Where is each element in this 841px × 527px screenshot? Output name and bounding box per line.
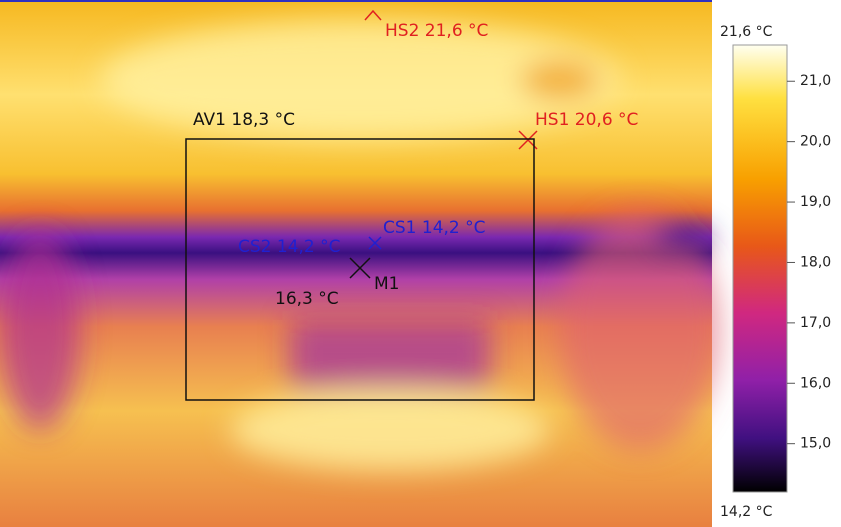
- marker-label: AV1 18,3 °C: [193, 110, 295, 130]
- scale-tick-label: 20,0: [800, 134, 831, 150]
- marker-label: M1: [374, 274, 399, 294]
- scale-tick-label: 18,0: [800, 254, 831, 270]
- scale-tick-label: 19,0: [800, 194, 831, 210]
- marker-label: CS2 14,2 °C: [238, 237, 341, 257]
- scale-min: 14,2 °C: [720, 504, 773, 520]
- marker-label: HS1 20,6 °C: [535, 110, 638, 130]
- marker-reading: 16,3 °C: [275, 289, 339, 309]
- scale-tick-label: 15,0: [800, 436, 831, 452]
- scale-tick-label: 17,0: [800, 315, 831, 331]
- color-scale: 21,6 °C 14,2 °C: [720, 24, 788, 520]
- annotations: [185, 9, 538, 401]
- scale-max: 21,6 °C: [720, 24, 773, 40]
- color-bar: [732, 44, 788, 493]
- marker-label: HS2 21,6 °C: [385, 21, 488, 41]
- thermal-image: [0, 0, 720, 527]
- scale-tick-label: 21,0: [800, 73, 831, 89]
- marker-label: CS1 14,2 °C: [383, 218, 486, 238]
- scale-tick-label: 16,0: [800, 375, 831, 391]
